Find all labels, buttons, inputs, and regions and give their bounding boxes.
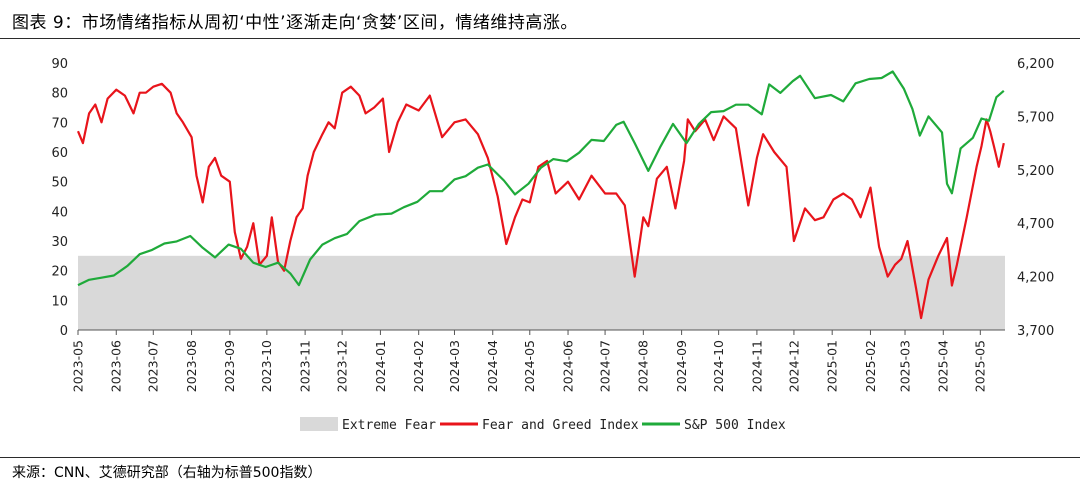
right-tick-label: 6,200 [1017,57,1054,72]
x-tick-label: 2024-04 [485,340,500,392]
legend: Extreme Fear Fear and Greed Index S&P 500 … [300,417,786,433]
left-tick-label: 0 [60,324,68,339]
legend-extreme-fear-label: Extreme Fear [342,418,436,433]
chart-title: 图表 9：市场情绪指标从周初‘中性’逐渐走向‘贪婪’区间，情绪维持高涨。 [12,13,578,33]
series-layer [76,70,1005,320]
axis-layer: 0 10 20 30 40 50 60 70 80 90 3,700 4,200 4,700 5,200 5… [51,57,1054,392]
right-tick-label: 4,200 [1017,271,1054,286]
x-tick-label: 2024-12 [786,340,801,392]
left-tick-label: 40 [51,205,68,220]
x-tick-label: 2023-10 [259,340,274,392]
x-tick-label: 2025-01 [825,340,840,392]
x-tick-label: 2025-02 [863,340,878,392]
right-tick-label: 5,200 [1017,164,1054,179]
left-tick-label: 80 [51,87,68,102]
left-tick-label: 50 [51,176,68,191]
legend-fear-greed-label: Fear and Greed Index [482,418,639,433]
left-tick-label: 70 [51,116,68,131]
bottom-rule [0,457,1080,458]
x-tick-label: 2023-06 [109,340,124,392]
legend-extreme-fear-swatch [300,417,338,431]
x-tick-label: 2023-05 [70,340,85,392]
x-tick-label: 2024-10 [711,340,726,392]
x-tick-label: 2024-02 [411,340,426,392]
right-tick-label: 5,700 [1017,110,1054,125]
x-tick-label: 2025-04 [936,340,951,392]
fear-greed-line [76,82,1005,320]
x-tick-label: 2025-03 [897,340,912,392]
sp500-line [77,70,1005,287]
chart: 0 10 20 30 40 50 60 70 80 90 3,700 4,200 4,700 5,200 5… [51,57,1054,433]
x-tick-label: 2025-05 [973,340,988,392]
left-tick-label: 20 [51,265,68,280]
x-tick-label: 2024-08 [636,340,651,392]
x-tick-label: 2024-07 [597,340,612,392]
title-bar: 图表 9：市场情绪指标从周初‘中性’逐渐走向‘贪婪’区间，情绪维持高涨。 [0,0,1080,38]
x-tick-label: 2024-09 [674,340,689,392]
extreme-fear-band [78,255,1005,330]
x-tick-label: 2023-08 [184,340,199,392]
right-tick-label: 4,700 [1017,217,1054,232]
x-tick-label: 2024-06 [560,340,575,392]
left-tick-label: 30 [51,235,68,250]
x-tick-label: 2023-07 [146,340,161,392]
left-tick-label: 60 [51,146,68,161]
source-note: 来源：CNN、艾德研究部（右轴为标普500指数） [12,465,322,481]
top-rule [0,38,1080,39]
x-tick-label: 2023-09 [222,340,237,392]
extreme-fear-band-layer [78,255,1005,330]
x-tick-label: 2024-03 [447,340,462,392]
x-tick-label: 2024-01 [373,340,388,392]
x-tick-label: 2023-11 [297,340,312,392]
legend-sp500-label: S&P 500 Index [684,418,786,433]
left-tick-label: 10 [51,294,68,309]
x-tick-label: 2024-11 [749,340,764,392]
left-tick-label: 90 [51,57,68,72]
right-tick-label: 3,700 [1017,324,1054,339]
x-tick-label: 2023-12 [335,340,350,392]
x-tick-label: 2024-05 [522,340,537,392]
